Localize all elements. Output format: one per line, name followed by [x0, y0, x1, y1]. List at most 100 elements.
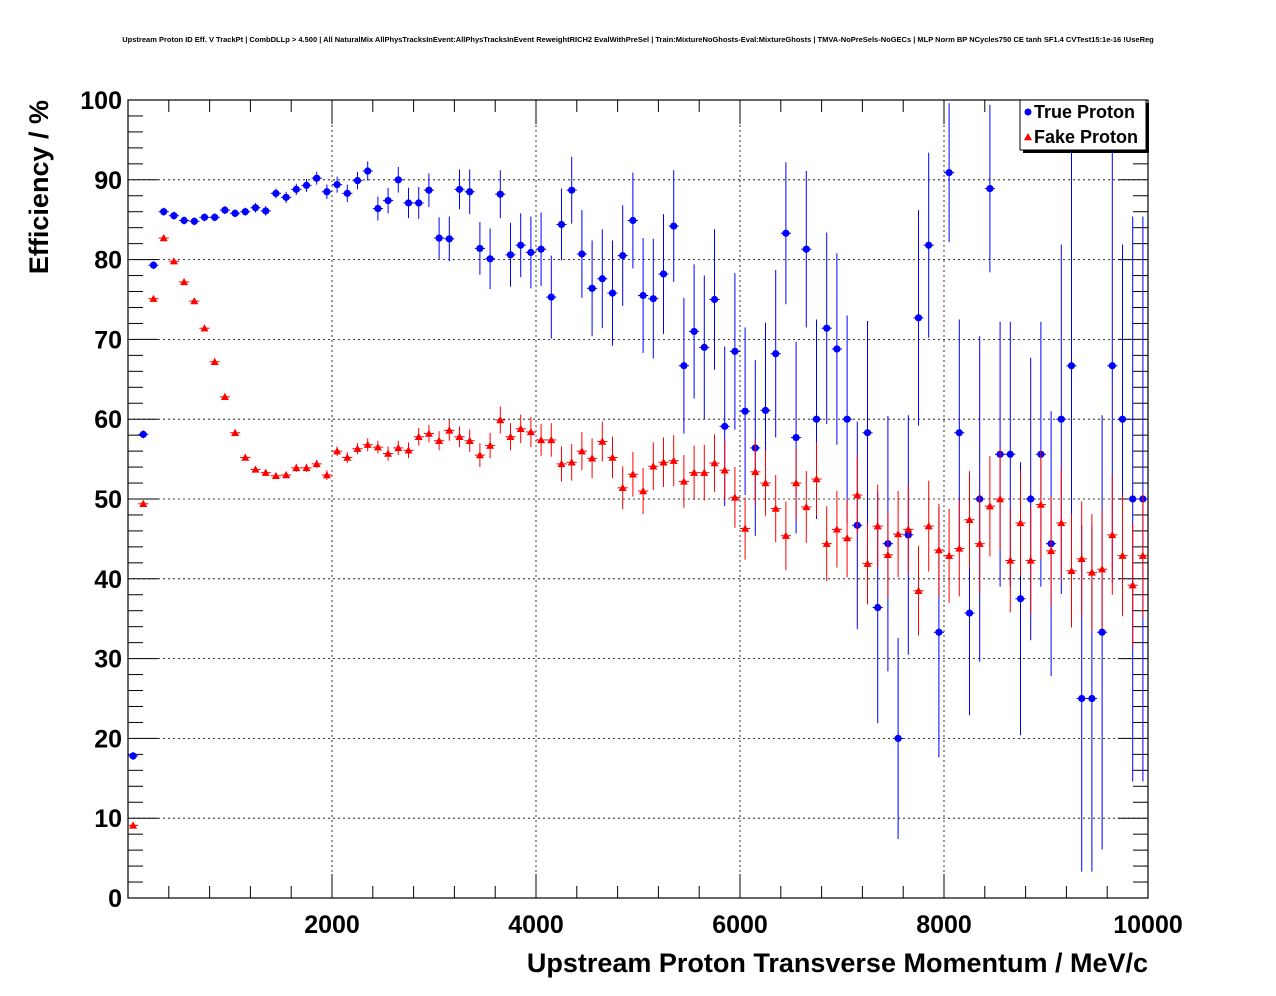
data-point — [1027, 495, 1035, 503]
data-point — [445, 426, 454, 434]
data-point — [466, 188, 474, 196]
data-point — [282, 471, 291, 479]
data-point — [669, 456, 678, 464]
data-point — [169, 257, 178, 265]
data-point — [598, 275, 606, 283]
data-point — [190, 297, 199, 305]
data-point — [262, 207, 270, 215]
data-point — [679, 477, 688, 485]
data-point — [863, 429, 872, 437]
data-point — [751, 467, 760, 476]
data-point — [812, 475, 821, 483]
data-point — [129, 821, 138, 829]
series-layer — [128, 103, 1148, 872]
x-tick-label: 2000 — [304, 911, 360, 939]
y-tick-label: 40 — [94, 566, 122, 594]
data-point — [343, 189, 351, 197]
data-point — [588, 284, 596, 292]
data-point — [415, 199, 423, 207]
data-point — [924, 522, 933, 530]
data-point — [486, 441, 495, 449]
data-point — [608, 289, 617, 297]
data-point — [741, 407, 749, 415]
data-point — [792, 433, 800, 442]
data-point — [690, 327, 698, 336]
data-point — [353, 444, 362, 452]
data-point — [1118, 415, 1127, 423]
data-point — [384, 449, 393, 457]
data-point — [190, 217, 198, 225]
data-point — [159, 234, 168, 242]
data-point — [496, 415, 505, 424]
y-axis-title: Efficiency / % — [24, 100, 54, 274]
data-point — [313, 174, 321, 182]
y-tick-label: 70 — [94, 326, 122, 354]
y-tick-label: 80 — [94, 247, 122, 275]
y-tick-label: 50 — [94, 486, 122, 514]
data-point — [629, 216, 637, 225]
data-point — [1088, 694, 1096, 703]
data-point — [781, 531, 790, 539]
data-point — [1026, 556, 1035, 564]
legend-box — [1019, 99, 1147, 151]
data-point — [180, 216, 188, 225]
data-point — [1036, 500, 1045, 508]
data-point — [588, 454, 597, 462]
x-tick-label: 8000 — [916, 911, 972, 939]
data-point — [272, 189, 280, 197]
legend-marker — [1024, 133, 1032, 141]
data-point — [129, 752, 137, 760]
data-point — [1067, 362, 1076, 370]
data-point — [170, 212, 178, 220]
data-point — [476, 244, 484, 253]
data-point — [557, 220, 566, 229]
legend-label: Fake Proton — [1034, 127, 1138, 147]
data-point — [353, 176, 362, 185]
data-point — [323, 188, 331, 196]
grid-layer — [128, 100, 1148, 898]
data-point — [1047, 546, 1056, 555]
data-point — [211, 213, 219, 221]
y-tick-label: 20 — [94, 725, 122, 753]
data-point — [853, 491, 862, 499]
data-point — [670, 222, 678, 230]
data-point — [1138, 551, 1147, 559]
data-point — [425, 186, 433, 194]
data-point — [241, 453, 250, 461]
data-point — [628, 470, 637, 478]
data-point — [802, 502, 811, 511]
data-point — [1108, 362, 1116, 370]
data-point — [598, 437, 607, 445]
data-point — [261, 468, 270, 476]
data-point — [302, 181, 311, 189]
data-point — [1098, 628, 1106, 636]
data-point — [251, 465, 260, 473]
data-point — [649, 462, 658, 470]
data-point — [873, 522, 882, 530]
data-point — [517, 241, 525, 249]
data-point — [139, 499, 148, 507]
axis-layer: 2000 4000 6000 8000 10000 0 10 20 30 40 50 60 70 80 90… — [80, 87, 1182, 939]
series-fake-proton — [128, 234, 1148, 829]
series-true-proton — [128, 103, 1148, 872]
data-point — [1016, 518, 1025, 527]
data-point — [292, 463, 301, 472]
data-point — [292, 185, 300, 193]
data-point — [710, 295, 719, 304]
data-point — [404, 446, 413, 454]
data-point — [710, 459, 719, 467]
data-point — [526, 427, 535, 436]
data-point — [955, 429, 963, 437]
data-point — [149, 294, 158, 302]
data-point — [659, 270, 668, 278]
data-point — [730, 493, 739, 501]
data-point — [761, 406, 770, 415]
data-point — [823, 324, 831, 332]
data-point — [700, 468, 709, 476]
data-point — [639, 487, 648, 495]
data-point — [945, 551, 954, 559]
data-point — [424, 429, 433, 437]
data-point — [404, 199, 413, 207]
data-point — [782, 229, 790, 237]
